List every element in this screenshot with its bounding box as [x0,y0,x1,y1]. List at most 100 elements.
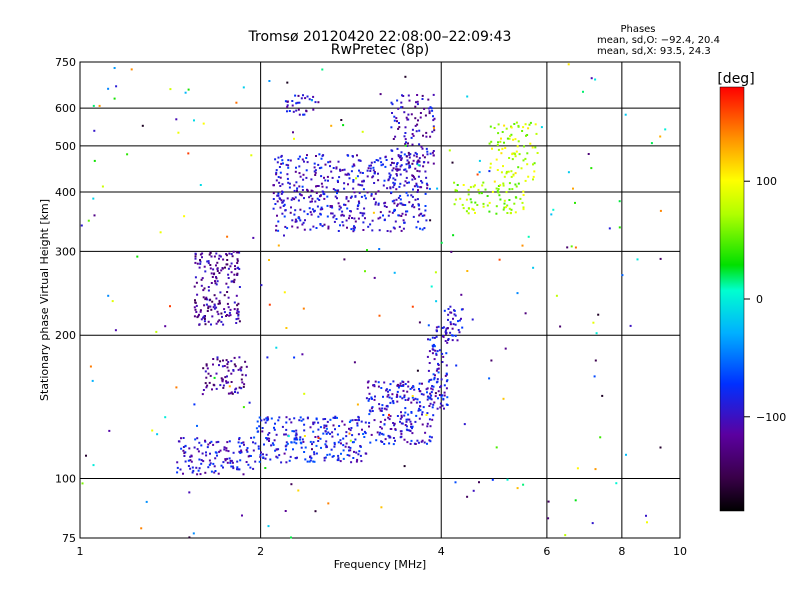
data-point [265,437,268,439]
data-point [424,170,427,173]
data-point [390,101,393,104]
data-point [400,101,403,104]
data-point [320,166,323,169]
data-point [205,296,208,299]
data-point [418,401,421,404]
data-point [293,213,296,216]
data-point [412,215,415,218]
data-point [352,179,355,181]
y-tick-label: 75 [62,532,76,545]
data-point [417,164,420,167]
data-point [517,182,520,185]
data-point [312,430,315,433]
data-point [353,217,356,220]
data-point [396,393,399,396]
data-point [337,457,340,460]
data-point [237,302,240,305]
data-point [331,455,334,458]
data-point [277,192,280,195]
data-point [411,162,414,165]
data-point [527,235,530,238]
data-point [439,406,442,409]
data-point [303,210,306,213]
data-point [425,131,428,134]
data-point [193,119,195,122]
data-point [398,168,401,171]
data-point [396,174,398,177]
data-point [298,165,301,168]
data-point [233,278,236,281]
data-point [223,311,226,314]
data-point [302,178,305,181]
data-point [320,182,323,185]
data-point [419,390,422,393]
data-point [303,435,306,437]
data-point [419,213,422,216]
data-point [221,365,224,368]
data-point [501,147,504,150]
data-point [461,203,464,206]
data-point [208,253,211,256]
data-point [443,309,446,312]
data-point [378,407,381,410]
data-point [293,417,296,420]
data-point [450,334,453,337]
data-point [399,382,402,385]
data-point [385,408,388,411]
data-point [404,411,407,414]
data-point [291,219,294,222]
data-point [432,119,435,122]
data-point [516,145,519,148]
data-point [407,94,410,97]
data-point [376,431,379,434]
data-point [226,457,229,460]
data-point [567,171,570,174]
data-point [275,179,278,182]
data-point [237,368,240,371]
colorbar-label: [deg] [717,71,754,87]
data-point [221,267,224,270]
data-point [432,373,435,376]
data-point [236,258,239,261]
data-point [218,450,221,453]
data-point [107,294,110,297]
data-point [527,175,530,178]
data-point [362,229,365,231]
data-point [403,153,406,156]
data-point [404,132,407,134]
data-point [430,436,433,439]
data-point [288,182,291,185]
data-point [432,154,435,157]
data-point [484,188,487,191]
data-point [497,191,500,194]
data-point [314,169,317,172]
data-point [490,140,493,143]
data-point [389,383,392,386]
data-point [212,363,214,366]
data-point [352,230,355,233]
data-point [209,267,212,270]
data-point [233,281,236,284]
data-point [314,200,317,203]
data-point [297,157,300,160]
data-point [247,463,250,466]
data-point [402,203,405,206]
data-point [235,322,238,324]
data-point [413,176,415,179]
data-point [426,425,429,428]
data-point [520,167,523,170]
data-point [460,308,463,311]
data-point [329,432,331,435]
data-point [214,470,217,472]
data-point [175,118,178,121]
data-point [377,202,380,205]
data-point [295,436,298,439]
data-point [208,463,211,466]
data-point [297,94,300,97]
data-point [454,481,457,484]
data-point [239,367,242,370]
data-point [388,396,391,399]
data-point [188,536,191,539]
data-point [393,115,396,118]
data-point [533,170,536,173]
